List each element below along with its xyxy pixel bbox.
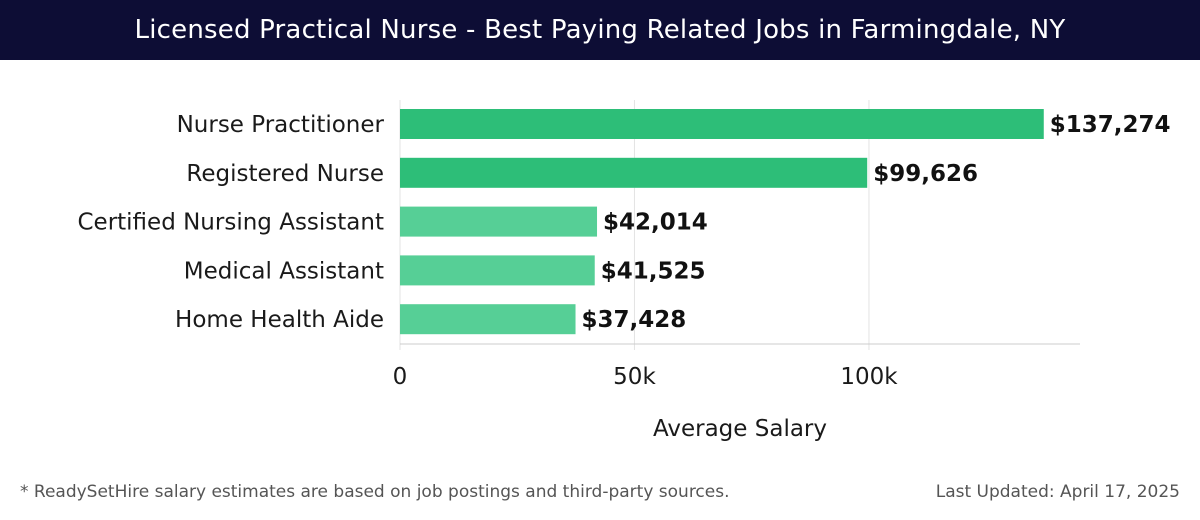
category-label: Registered Nurse xyxy=(186,161,384,187)
category-label: Home Health Aide xyxy=(175,307,384,333)
bars xyxy=(400,109,1044,335)
value-label: $37,428 xyxy=(582,307,687,333)
bar xyxy=(400,206,598,237)
bar xyxy=(400,157,868,188)
footer-note: * ReadySetHire salary estimates are base… xyxy=(20,482,730,502)
bar xyxy=(400,304,576,335)
category-label: Medical Assistant xyxy=(184,258,384,284)
value-label: $41,525 xyxy=(601,258,706,284)
category-label: Nurse Practitioner xyxy=(177,112,385,138)
value-label: $137,274 xyxy=(1050,112,1171,138)
bar xyxy=(400,255,595,286)
last-updated: Last Updated: April 17, 2025 xyxy=(935,482,1180,502)
x-tick-label: 50k xyxy=(613,364,656,390)
category-label: Certified Nursing Assistant xyxy=(77,210,384,236)
x-tick-label: 100k xyxy=(840,364,898,390)
bar xyxy=(400,109,1044,139)
value-label: $99,626 xyxy=(873,161,978,187)
chart-header: Licensed Practical Nurse - Best Paying R… xyxy=(0,0,1200,60)
x-ticks: 0 50k 100k xyxy=(393,364,899,390)
x-axis-title: Average Salary xyxy=(653,416,827,442)
bar-chart: Nurse Practitioner $137,274 Registered Nur… xyxy=(77,100,1171,442)
value-label: $42,014 xyxy=(603,210,708,236)
labels: Nurse Practitioner $137,274 Registered Nur… xyxy=(77,112,1170,333)
chart-title: Licensed Practical Nurse - Best Paying R… xyxy=(134,15,1066,45)
x-tick-label: 0 xyxy=(393,364,408,390)
